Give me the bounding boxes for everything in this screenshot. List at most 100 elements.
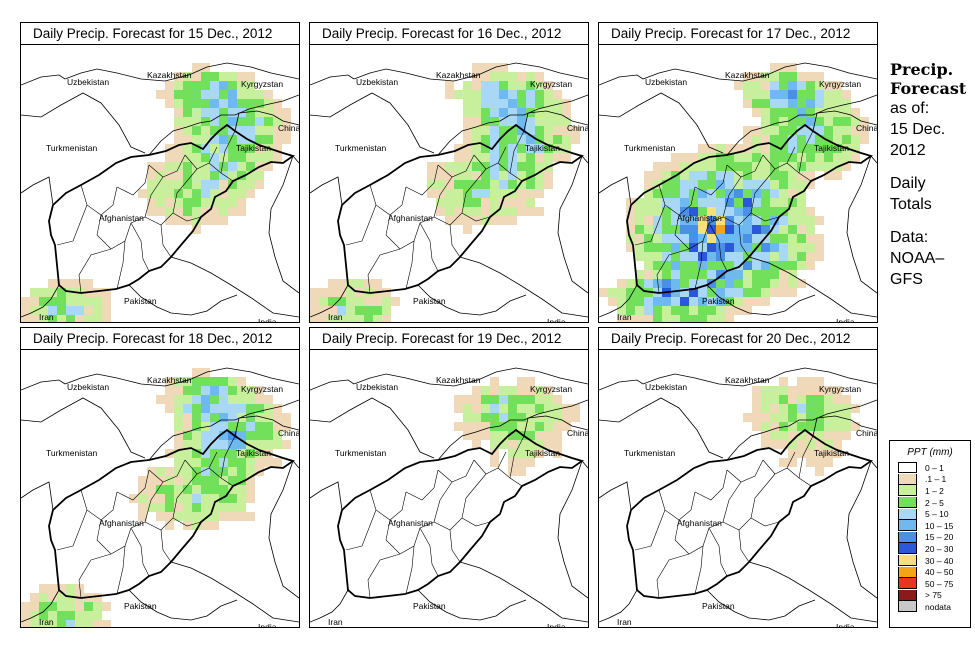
precip-cell: [562, 126, 571, 135]
country-border: [21, 176, 54, 206]
precip-cell: [463, 395, 472, 404]
precip-cell: [219, 171, 228, 180]
precip-cell: [770, 153, 779, 162]
precip-cell: [255, 117, 264, 126]
precip-cell: [472, 72, 481, 81]
precip-cell: [183, 431, 192, 440]
country-border: [748, 561, 877, 623]
precip-cell: [183, 189, 192, 198]
legend-title: PPT (mm): [907, 447, 953, 458]
map-label-india: India: [836, 622, 855, 627]
precip-cell: [337, 279, 346, 288]
precip-cell: [671, 243, 680, 252]
precip-cell: [228, 198, 237, 207]
precip-cell: [147, 198, 156, 207]
province-border: [116, 545, 126, 595]
precip-cell: [183, 395, 192, 404]
precip-cell: [219, 431, 228, 440]
precip-cell: [761, 108, 770, 117]
precip-cell: [427, 180, 436, 189]
precip-cell: [273, 404, 282, 413]
precip-cell: [635, 225, 644, 234]
precip-cell: [544, 171, 553, 180]
legend-item: 50 – 75: [898, 578, 953, 590]
precip-cell: [680, 270, 689, 279]
precip-cell: [192, 198, 201, 207]
precip-cell: [824, 81, 833, 90]
precip-cell: [770, 395, 779, 404]
precip-cell: [75, 611, 84, 620]
precip-cell: [716, 243, 725, 252]
precip-cell: [255, 413, 264, 422]
map-label-iran: Iran: [617, 617, 632, 627]
precip-cell: [671, 288, 680, 297]
precip-cell: [174, 431, 183, 440]
precip-cell: [689, 153, 698, 162]
precip-cell: [30, 315, 39, 322]
precip-cell: [779, 288, 788, 297]
precip-cell: [84, 315, 93, 322]
province-border: [694, 545, 704, 595]
precip-cell: [147, 207, 156, 216]
map-label-iran: Iran: [617, 312, 632, 322]
map-label-iran: Iran: [39, 312, 54, 322]
precip-cell: [273, 99, 282, 108]
legend-swatch: [898, 462, 917, 474]
precip-cell: [174, 117, 183, 126]
precip-cell: [517, 467, 526, 476]
legend-swatch: [898, 473, 917, 485]
precip-cell: [201, 476, 210, 485]
precip-cell: [797, 180, 806, 189]
precip-cell: [797, 279, 806, 288]
precip-cell: [544, 81, 553, 90]
precip-cell: [788, 261, 797, 270]
panel-title: Daily Precip. Forecast for 15 Dec., 2012: [21, 23, 299, 45]
precip-cell: [770, 234, 779, 243]
precip-cell: [84, 611, 93, 620]
precip-cell: [779, 386, 788, 395]
precip-cell: [201, 494, 210, 503]
precip-cell: [237, 72, 246, 81]
forecast-panel-1: Daily Precip. Forecast for 15 Dec., 2012…: [20, 22, 300, 323]
precip-cell: [264, 126, 273, 135]
precip-cell: [201, 422, 210, 431]
precip-cell: [716, 189, 725, 198]
precip-cell: [210, 171, 219, 180]
precip-cell: [797, 207, 806, 216]
precip-cell: [761, 126, 770, 135]
precip-cell: [490, 153, 499, 162]
precip-cell: [716, 198, 725, 207]
precip-cell: [210, 386, 219, 395]
precip-cell: [833, 395, 842, 404]
country-border: [599, 176, 632, 206]
precip-cell: [228, 108, 237, 117]
province-border: [798, 130, 814, 174]
precip-cell: [481, 72, 490, 81]
precip-cell: [517, 135, 526, 144]
precip-cell: [770, 404, 779, 413]
precip-cell: [806, 440, 815, 449]
precip-cell: [472, 117, 481, 126]
precip-cell: [219, 135, 228, 144]
precip-cell: [490, 386, 499, 395]
country-border: [268, 460, 299, 599]
precip-cell: [264, 440, 273, 449]
precip-cell: [725, 288, 734, 297]
precip-cell: [752, 198, 761, 207]
country-border: [21, 379, 66, 391]
precip-cell: [526, 395, 535, 404]
precip-cell: [689, 288, 698, 297]
province-border: [184, 451, 218, 475]
precip-cell: [201, 162, 210, 171]
precip-cell: [192, 503, 201, 512]
sidebar-heading-1: Precip.: [890, 60, 954, 79]
precip-cell: [806, 117, 815, 126]
precip-cell: [761, 422, 770, 431]
precip-cell: [66, 620, 75, 627]
precip-cell: [535, 207, 544, 216]
province-border: [437, 154, 475, 178]
precip-cell: [273, 422, 282, 431]
precip-cell: [246, 476, 255, 485]
precip-cell: [770, 270, 779, 279]
country-border: [310, 74, 355, 86]
